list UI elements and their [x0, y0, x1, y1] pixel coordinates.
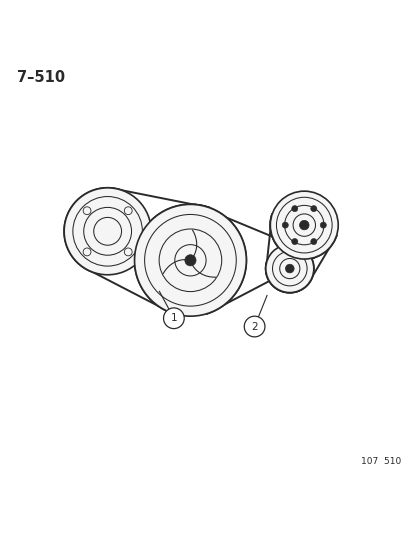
- Circle shape: [64, 188, 151, 275]
- Circle shape: [291, 206, 297, 212]
- Circle shape: [244, 316, 264, 337]
- Circle shape: [285, 264, 293, 273]
- Circle shape: [299, 220, 308, 230]
- Circle shape: [270, 191, 337, 259]
- Text: 2: 2: [251, 321, 257, 332]
- Text: 1: 1: [170, 313, 177, 323]
- Circle shape: [134, 204, 246, 316]
- Circle shape: [310, 206, 316, 212]
- Circle shape: [291, 238, 297, 245]
- Circle shape: [282, 222, 287, 228]
- Text: 107  510: 107 510: [361, 457, 401, 466]
- Circle shape: [265, 245, 313, 293]
- Text: 7–510: 7–510: [17, 70, 64, 85]
- Circle shape: [163, 308, 184, 329]
- Circle shape: [310, 238, 316, 245]
- Circle shape: [184, 255, 196, 266]
- Circle shape: [320, 222, 325, 228]
